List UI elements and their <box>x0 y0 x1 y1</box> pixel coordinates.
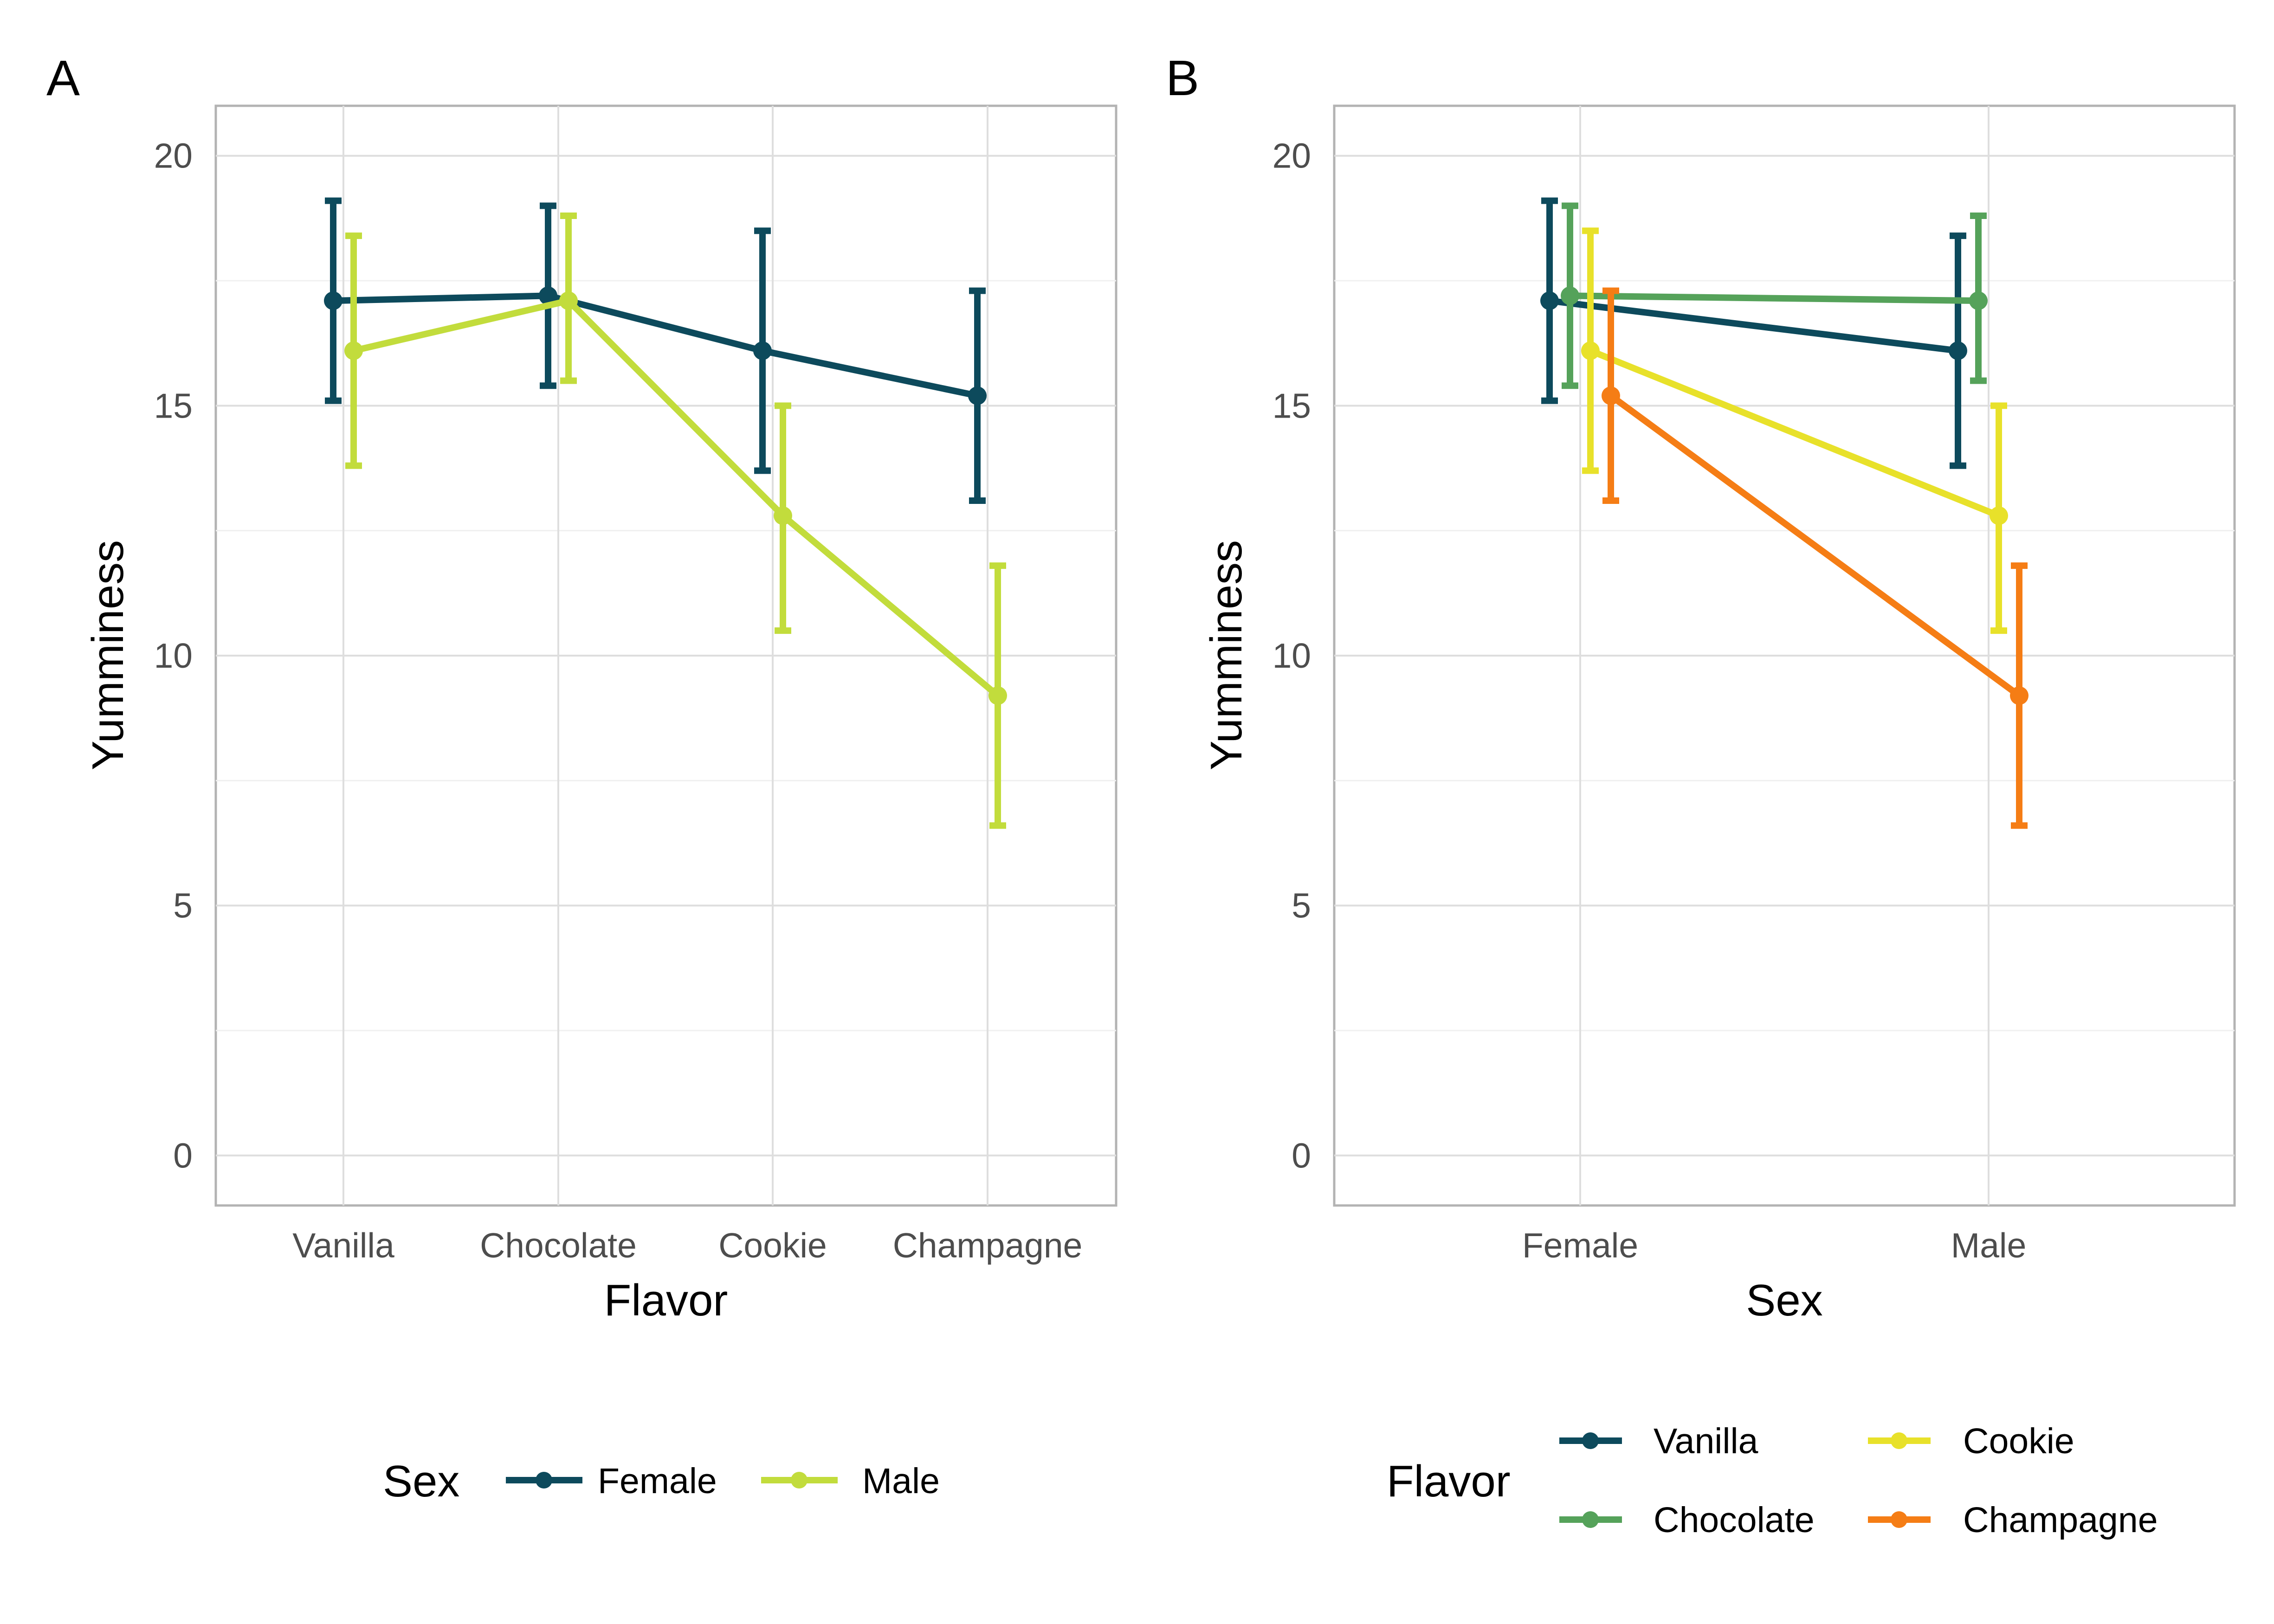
legend-label-female: Female <box>598 1461 717 1501</box>
data-point <box>1990 506 2008 525</box>
legend-key-point <box>1891 1511 1907 1528</box>
y-tick-label: 0 <box>1292 1136 1311 1175</box>
data-point <box>2010 686 2029 705</box>
legend-item-champagne: Champagne <box>1868 1500 2158 1540</box>
panel-a-grid <box>216 106 1116 1205</box>
series-line <box>1609 393 2022 698</box>
legend-key-point <box>1891 1432 1907 1449</box>
legend-key-point <box>1582 1511 1599 1528</box>
panel-b: B 0 5 10 15 20 Female Male Sex Yumminess Flav… <box>1166 50 2236 1540</box>
panel-a-y-tick-labels: 0 5 10 15 20 <box>154 136 193 1175</box>
panel-a-y-axis-title: Yumminess <box>83 540 133 770</box>
x-tick-label: Female <box>1522 1226 1638 1265</box>
data-point <box>1540 291 1559 310</box>
x-tick-label: Male <box>1951 1226 2027 1265</box>
data-point <box>1602 386 1620 405</box>
panel-b-grid <box>1334 106 2235 1205</box>
data-point <box>1561 286 1579 305</box>
series-female <box>324 197 987 504</box>
panel-a-x-tick-labels: Vanilla Chocolate Cookie Champagne <box>292 1226 1082 1265</box>
series-male <box>344 213 1007 829</box>
data-point <box>1581 341 1600 360</box>
panel-b-legend-title: Flavor <box>1387 1456 1511 1506</box>
panel-b-legend: Flavor Vanilla Chocolate Cookie Champagn… <box>1387 1421 2158 1540</box>
x-tick-label: Chocolate <box>480 1226 637 1265</box>
legend-label-chocolate: Chocolate <box>1654 1500 1815 1540</box>
y-tick-label: 10 <box>1273 636 1311 675</box>
y-tick-label: 15 <box>1273 386 1311 425</box>
legend-item-chocolate: Chocolate <box>1559 1500 1815 1540</box>
panel-b-y-tick-labels: 0 5 10 15 20 <box>1273 136 1311 1175</box>
legend-item-female: Female <box>506 1461 717 1501</box>
y-tick-label: 20 <box>1273 136 1311 175</box>
series-line <box>353 297 1000 698</box>
legend-label-vanilla: Vanilla <box>1654 1421 1758 1461</box>
series-line <box>333 292 978 399</box>
data-point <box>324 291 342 310</box>
legend-key-point <box>536 1472 552 1489</box>
data-point <box>774 506 792 525</box>
legend-item-cookie: Cookie <box>1868 1421 2074 1461</box>
panel-a-legend-title: Sex <box>383 1456 459 1506</box>
panel-a-legend: Sex Female Male <box>383 1456 940 1506</box>
legend-item-vanilla: Vanilla <box>1559 1421 1758 1461</box>
panel-b-y-axis-title: Yumminess <box>1202 540 1251 770</box>
data-point <box>344 341 363 360</box>
panel-a-x-axis-title: Flavor <box>604 1276 728 1325</box>
legend-label-cookie: Cookie <box>1963 1421 2074 1461</box>
panel-b-tag: B <box>1166 50 1199 106</box>
series-line <box>1549 297 1958 354</box>
data-point <box>559 291 578 310</box>
x-tick-label: Cookie <box>718 1226 827 1265</box>
series-champagne <box>1602 287 2029 829</box>
legend-label-champagne: Champagne <box>1963 1500 2158 1540</box>
legend-key-point <box>791 1472 808 1489</box>
x-tick-label: Vanilla <box>292 1226 394 1265</box>
data-point <box>753 341 772 360</box>
panel-b-x-axis-title: Sex <box>1746 1276 1822 1325</box>
y-tick-label: 15 <box>154 386 193 425</box>
series-vanilla <box>1540 197 1967 469</box>
panel-a-series <box>324 197 1007 829</box>
legend-key-point <box>1582 1432 1599 1449</box>
series-cookie <box>1581 227 2008 634</box>
y-tick-label: 0 <box>173 1136 193 1175</box>
y-tick-label: 5 <box>1292 886 1311 925</box>
x-tick-label: Champagne <box>893 1226 1083 1265</box>
panel-a-tag: A <box>46 50 80 106</box>
data-point <box>988 686 1007 705</box>
y-tick-label: 5 <box>173 886 193 925</box>
series-chocolate <box>1561 202 1988 389</box>
data-point <box>1949 341 1967 360</box>
data-point <box>968 386 987 405</box>
legend-label-male: Male <box>862 1461 940 1501</box>
panel-a: A 0 5 10 15 20 Vanilla Chocolate Cookie Champag… <box>46 50 1118 1506</box>
panel-b-x-tick-labels: Female Male <box>1522 1226 2026 1265</box>
y-tick-label: 20 <box>154 136 193 175</box>
y-tick-label: 10 <box>154 636 193 675</box>
legend-item-male: Male <box>761 1461 940 1501</box>
series-line <box>1570 292 1979 304</box>
data-point <box>1969 291 1988 310</box>
data-point <box>539 286 557 305</box>
series-line <box>1589 348 2000 519</box>
panel-b-series <box>1540 197 2029 829</box>
